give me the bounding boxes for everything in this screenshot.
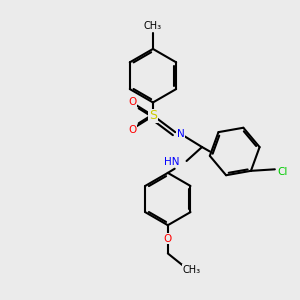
Text: Cl: Cl (277, 167, 287, 177)
Text: CH₃: CH₃ (182, 265, 201, 275)
Text: N: N (177, 129, 184, 139)
Text: HN: HN (164, 157, 180, 167)
Text: S: S (149, 109, 157, 122)
Text: CH₃: CH₃ (144, 21, 162, 31)
Text: O: O (164, 234, 172, 244)
Text: O: O (128, 125, 136, 135)
Text: O: O (128, 97, 136, 107)
